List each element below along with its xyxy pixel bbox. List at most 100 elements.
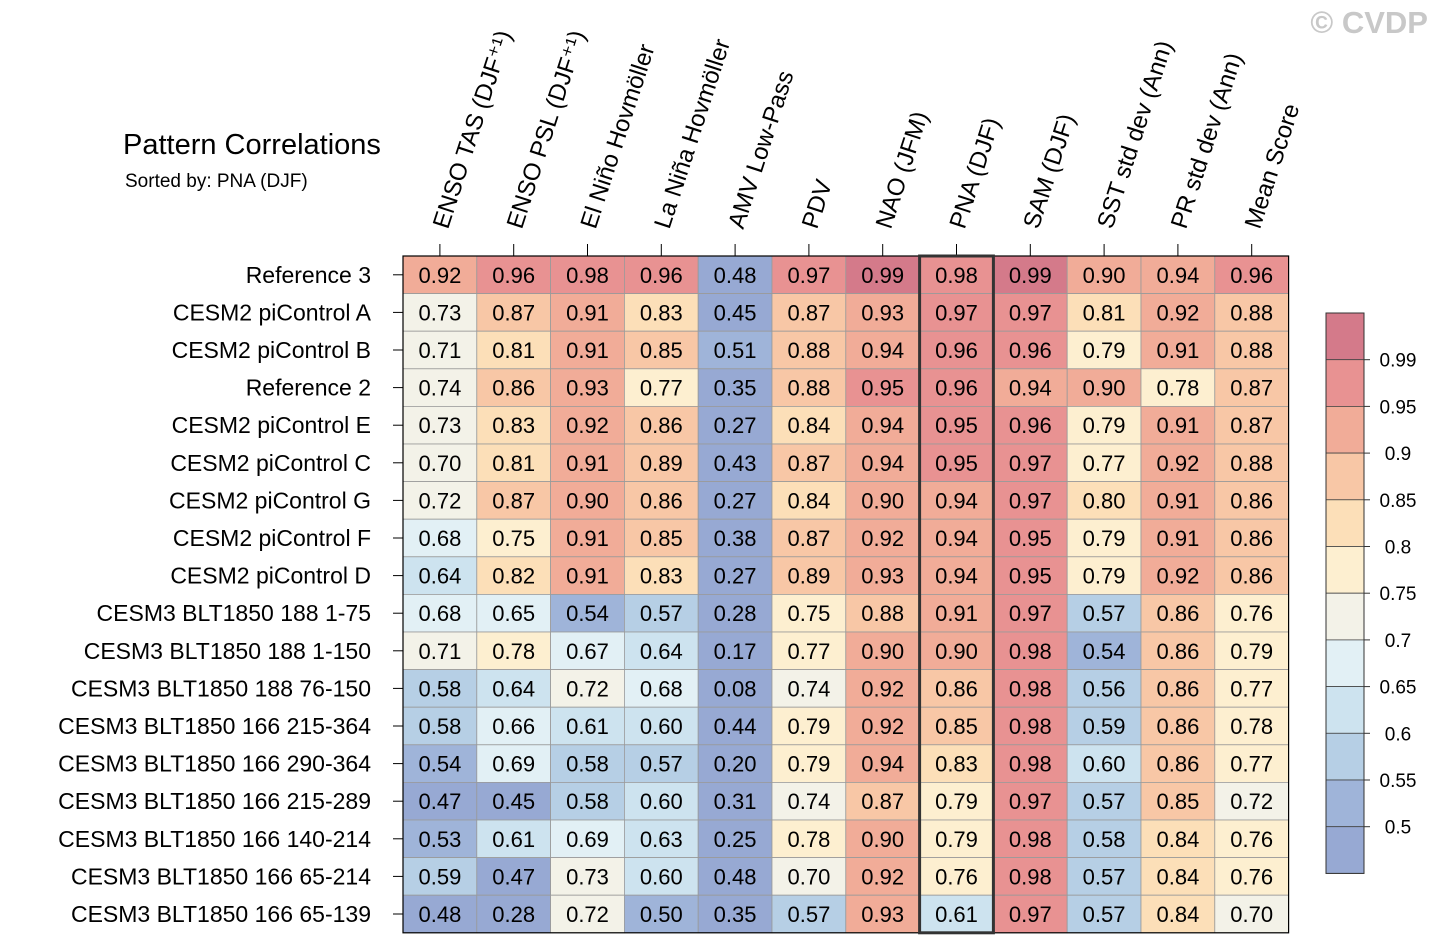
cell-value: 0.77 (1083, 451, 1126, 476)
heatmap-cell (1066, 481, 1142, 520)
heatmap-cell (993, 405, 1068, 445)
cell-value: 0.50 (640, 902, 683, 927)
cell-value: 0.60 (1083, 752, 1126, 777)
cell-value: 0.60 (640, 864, 683, 889)
cell-value: 0.81 (492, 338, 535, 363)
cell-value: 0.96 (1230, 263, 1273, 288)
cell-value: 0.57 (1083, 864, 1126, 889)
cell-value: 0.95 (1009, 526, 1052, 551)
cell-value: 0.80 (1083, 488, 1126, 513)
cell-value: 0.86 (1156, 601, 1199, 626)
heatmap-cell (550, 556, 625, 595)
cell-value: 0.78 (787, 827, 830, 852)
heatmap-cell (550, 405, 625, 445)
cell-value: 0.54 (566, 601, 609, 626)
heatmap-cell (845, 857, 920, 896)
heatmap-cell (624, 894, 699, 934)
cell-value: 0.88 (1230, 451, 1273, 476)
cell-value: 0.58 (566, 789, 609, 814)
cell-value: 0.93 (566, 376, 609, 401)
cell-value: 0.98 (1009, 864, 1052, 889)
cell-value: 0.93 (861, 300, 904, 325)
heatmap-cell (550, 894, 625, 934)
cell-value: 0.71 (418, 338, 461, 363)
cell-value: 0.99 (861, 263, 904, 288)
cell-value: 0.98 (935, 263, 978, 288)
colorbar-tick-label: 0.85 (1380, 491, 1417, 512)
cell-value: 0.72 (566, 902, 609, 927)
cell-value: 0.84 (787, 413, 830, 438)
cell-value: 0.86 (1156, 639, 1199, 664)
colorbar-tick-label: 0.65 (1380, 678, 1417, 699)
heatmap-cell (771, 857, 847, 896)
heatmap-cell (771, 368, 847, 407)
colorbar-tick-label: 0.7 (1385, 631, 1411, 652)
heatmap-cell (1214, 518, 1290, 558)
cell-value: 0.99 (1009, 263, 1052, 288)
cell-value: 0.54 (418, 752, 461, 777)
heatmap-cell (771, 481, 847, 520)
cell-value: 0.57 (640, 752, 683, 777)
cell-value: 0.73 (566, 864, 609, 889)
heatmap-cell (919, 293, 994, 332)
heatmap-cell (476, 857, 551, 896)
heatmap-cell (771, 594, 847, 633)
cell-value: 0.43 (714, 451, 757, 476)
heatmap-cell (919, 782, 994, 821)
cell-value: 0.94 (935, 564, 978, 589)
cell-value: 0.97 (1009, 601, 1052, 626)
heatmap-cell (1214, 443, 1290, 482)
cell-value: 0.97 (1009, 789, 1052, 814)
cell-value: 0.90 (1083, 263, 1126, 288)
column-label: El Niño Hovmöller (576, 41, 661, 232)
heatmap-cell (697, 594, 773, 633)
heatmap-cell (624, 857, 699, 896)
cell-value: 0.92 (861, 864, 904, 889)
cell-value: 0.35 (714, 376, 757, 401)
heatmap-cell (550, 255, 625, 294)
cell-value: 0.88 (1230, 338, 1273, 363)
cell-value: 0.85 (640, 526, 683, 551)
heatmap-cell (993, 518, 1068, 558)
heatmap-cell (624, 669, 699, 708)
heatmap-cell (771, 706, 847, 746)
cell-value: 0.91 (566, 526, 609, 551)
cell-value: 0.83 (640, 564, 683, 589)
heatmap-cell (845, 819, 920, 858)
cell-value: 0.08 (714, 676, 757, 701)
cell-value: 0.96 (640, 263, 683, 288)
colorbar-tick-label: 0.9 (1385, 444, 1411, 465)
cell-value: 0.87 (787, 526, 830, 551)
cell-value: 0.58 (1083, 827, 1126, 852)
heatmap-cell (624, 443, 699, 482)
cell-value: 0.77 (1230, 676, 1273, 701)
heatmap-cell (1214, 894, 1290, 934)
heatmap-cell (845, 556, 920, 595)
heatmap-cell (1066, 443, 1142, 482)
colorbar-segment (1325, 546, 1365, 594)
heatmap-cell (624, 594, 699, 633)
heatmap-cell (919, 744, 994, 783)
heatmap-cell (1214, 782, 1290, 821)
cell-value: 0.82 (492, 564, 535, 589)
cell-value: 0.35 (714, 902, 757, 927)
heatmap-cell (476, 894, 551, 934)
cell-value: 0.92 (566, 413, 609, 438)
heatmap-cell (1066, 405, 1142, 445)
cell-value: 0.91 (935, 601, 978, 626)
row-label: CESM3 BLT1850 166 65-214 (71, 863, 371, 889)
heatmap-cell (919, 857, 994, 896)
cell-value: 0.79 (1083, 526, 1126, 551)
cell-value: 0.58 (566, 752, 609, 777)
heatmap-cell (919, 518, 994, 558)
cell-value: 0.59 (418, 864, 461, 889)
colorbar-segment (1325, 592, 1365, 641)
cell-value: 0.78 (492, 639, 535, 664)
heatmap-cell (697, 669, 773, 708)
cell-value: 0.85 (640, 338, 683, 363)
cell-value: 0.81 (492, 451, 535, 476)
heatmap-cell (1140, 481, 1216, 520)
heatmap-cell (476, 669, 551, 708)
heatmap-cell (993, 293, 1068, 332)
heatmap-cell (919, 443, 994, 482)
